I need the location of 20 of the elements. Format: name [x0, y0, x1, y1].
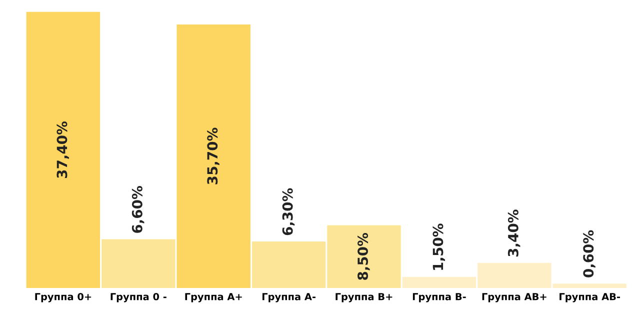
x-tick-label: Группа 0 - [110, 292, 166, 302]
data-label: 1,50% [432, 224, 446, 270]
x-tick-label: Группа AB+ [482, 293, 546, 302]
data-label: 6,30% [282, 188, 295, 236]
data-label: 37,40% [56, 121, 70, 178]
data-label: 6,60% [132, 186, 144, 233]
data-label: 0,60% [583, 230, 596, 278]
x-tick-label: Группа B- [412, 293, 466, 302]
data-label: 3,40% [508, 210, 520, 256]
bar [26, 12, 100, 288]
bar [102, 239, 176, 288]
x-tick-label: Группа A+ [185, 293, 242, 302]
bar [176, 24, 250, 288]
x-tick-label: Группа A- [262, 293, 316, 302]
data-label: 35,70% [207, 128, 220, 184]
x-tick-label: Группа AB- [560, 293, 620, 302]
data-label: 8,50% [358, 232, 370, 280]
x-tick-label: Группа B+ [336, 293, 392, 302]
bar [552, 284, 626, 288]
x-tick-label: Группа 0+ [35, 292, 92, 302]
